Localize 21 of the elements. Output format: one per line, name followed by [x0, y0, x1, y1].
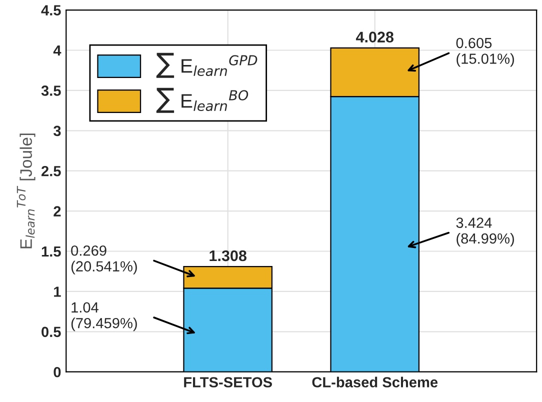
data-label: 0.605 (15.01%)	[456, 38, 514, 67]
total-label: 1.308	[210, 250, 246, 262]
y-tick-label: 4	[53, 46, 62, 56]
y-tick-label: 1.5	[42, 246, 61, 257]
data-label: 1.04 (79.459%)	[71, 302, 137, 332]
x-tick-label: FLTS-SETOS	[184, 377, 272, 388]
y-tick-label: 3.5	[41, 86, 61, 96]
y-tick-label: 1	[54, 286, 61, 297]
legend-label: ∑ E$_{learn}$$^{BO}$	[156, 88, 248, 113]
legend-label: ∑ E$_{learn}$$^{GPD}$	[156, 52, 258, 78]
y-tick-label: 2	[54, 206, 61, 216]
y-tick-label: 4.5	[41, 5, 61, 16]
x-tick-label: CL-based Scheme	[312, 376, 438, 388]
y-tick-label: 3	[53, 126, 61, 136]
total-label: 4.028	[356, 32, 394, 42]
y-axis-title: E$_{learn}$$^{ToT}$ [Joule]	[16, 134, 36, 248]
y-tick-label: 0	[54, 366, 61, 378]
data-label: 0.269 (20.541%)	[71, 245, 137, 274]
y-tick-label: 0.5	[42, 326, 61, 338]
data-label: 3.424 (84.99%)	[456, 218, 514, 247]
y-tick-label: 2.5	[42, 166, 61, 176]
